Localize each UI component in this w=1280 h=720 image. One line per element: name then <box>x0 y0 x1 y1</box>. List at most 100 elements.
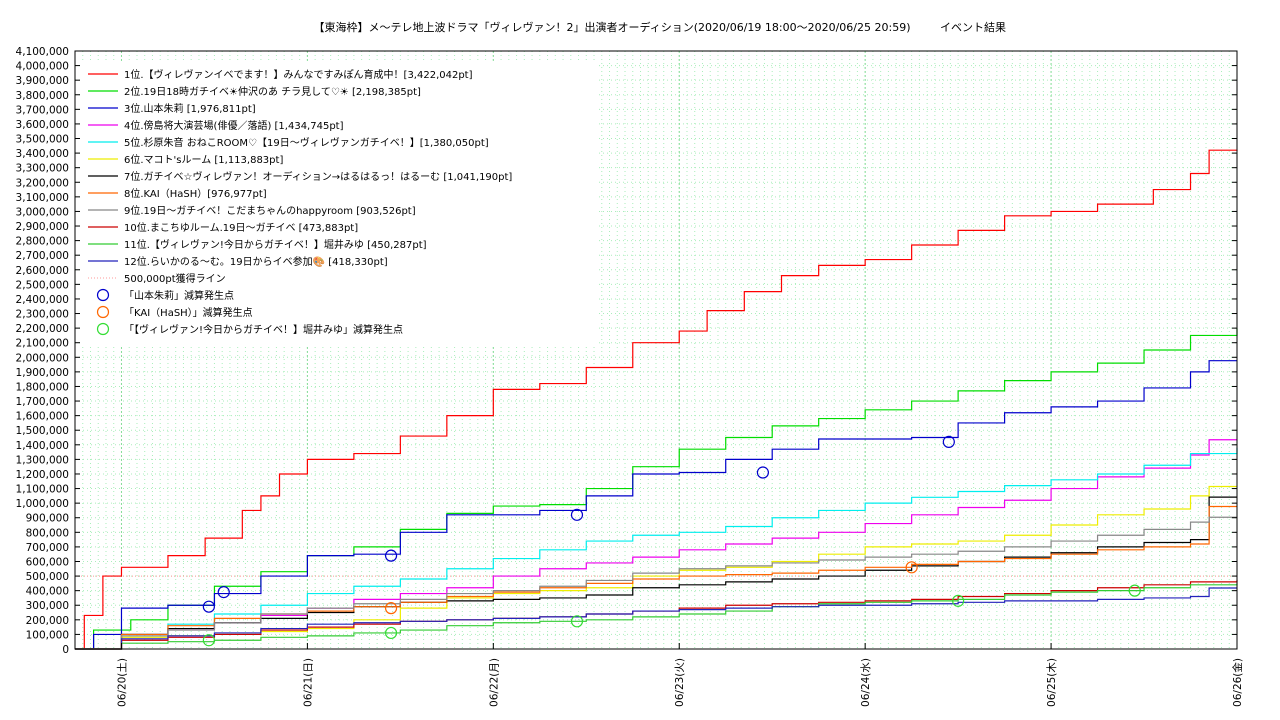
legend-label: 6位.マコト'sルーム [1,113,883pt] <box>124 153 283 166</box>
legend-label: 10位.まこちゆルーム.19日〜ガチイベ [473,883pt] <box>124 221 358 234</box>
x-tick-label: 06/22(月) <box>488 658 500 707</box>
series-line-4 <box>75 439 1237 650</box>
y-tick-label: 2,000,000 <box>16 352 69 364</box>
y-tick-label: 3,100,000 <box>16 192 69 204</box>
y-tick-label: 1,200,000 <box>16 469 69 481</box>
x-tick-label: 06/21(日) <box>302 658 314 707</box>
x-tick-label: 06/26(金) <box>1231 658 1244 707</box>
y-tick-label: 2,400,000 <box>16 294 69 306</box>
legend-label-marker: 「【ヴィレヴァン!今日からガチイベ！】堀井みゆ」減算発生点 <box>124 323 403 336</box>
marker-point-3 <box>1128 584 1141 597</box>
x-tick-label: 06/24(水) <box>860 658 872 707</box>
y-tick-label: 3,000,000 <box>16 206 69 218</box>
legend: 1位.【ヴィレヴァンイベでます！】みんなですみぽん育成中！[3,422,042p… <box>80 63 598 346</box>
series-line-5 <box>75 447 1238 650</box>
y-axis: 0 100,000 200,000 300,000 400,000 500,000 600,… <box>16 46 1237 656</box>
legend-marker <box>96 322 110 336</box>
marker-point-3 <box>384 626 398 640</box>
legend-label: 12位.らいかのる〜む。19日からイベ参加🎨 [418,330pt] <box>124 255 388 268</box>
y-tick-label: 3,600,000 <box>16 119 69 131</box>
marker-point-2 <box>384 602 398 615</box>
x-tick-label: 06/23(火) <box>674 658 686 707</box>
x-axis: 06/20(土) 06/21(日) 06/22(月) 06/23(火) 06/24(水)… <box>115 643 1244 707</box>
legend-label: 5位.杉原朱音 おねこROOM♡【19日〜ヴィレヴァンガチイベ！】[1,380,… <box>124 136 489 149</box>
legend-label-marker: 「KAI（HaSH）」減算発生点 <box>124 306 253 319</box>
legend-label: 3位.山本朱莉 [1,976,811pt] <box>124 102 256 115</box>
legend-label: 11位.【ヴィレヴァン!今日からガチイベ！】堀井みゆ [450,287pt] <box>124 238 427 251</box>
legend-label-reference: 500,000pt獲得ライン <box>124 272 226 285</box>
y-tick-label: 3,900,000 <box>16 75 69 87</box>
y-tick-label: 500,000 <box>26 571 69 583</box>
marker-point-1 <box>217 586 230 599</box>
y-tick-label: 1,400,000 <box>16 440 69 452</box>
legend-label: 7位.ガチイベ☆ヴィレヴァン！オーディション→はるはるっ！はるーむ [1,041… <box>124 170 512 183</box>
y-tick-label: 800,000 <box>26 527 69 539</box>
legend-label: 1位.【ヴィレヴァンイベでます！】みんなですみぽん育成中！[3,422,042p… <box>124 68 473 81</box>
y-tick-label: 2,600,000 <box>16 265 69 277</box>
legend-label-marker: 「山本朱莉」減算発生点 <box>124 289 234 302</box>
y-tick-label: 3,300,000 <box>16 163 69 175</box>
legend-marker <box>96 305 110 319</box>
legend-label: 4位.傍島将大演芸場(俳優／落語) [1,434,745pt] <box>124 119 344 132</box>
series-line-1 <box>75 149 1238 650</box>
y-tick-label: 1,500,000 <box>16 425 69 437</box>
y-tick-label: 1,100,000 <box>16 484 69 496</box>
y-tick-label: 2,900,000 <box>16 221 69 233</box>
y-tick-label: 1,800,000 <box>16 381 69 393</box>
marker-point-1 <box>942 435 955 448</box>
marker-point-3 <box>570 615 584 628</box>
y-tick-label: 4,000,000 <box>16 61 69 73</box>
marker-point-2 <box>905 561 918 574</box>
y-tick-label: 1,300,000 <box>16 454 69 466</box>
legend-label: 2位.19日18時ガチイベ☀仲沢のあ チラ見して♡☀ [2,198,385pt] <box>124 85 421 98</box>
series-line-12 <box>75 587 1237 650</box>
y-tick-label: 300,000 <box>26 600 69 612</box>
y-tick-label: 2,800,000 <box>16 236 69 248</box>
y-tick-label: 700,000 <box>26 542 69 554</box>
marker-layer <box>202 435 1141 647</box>
y-tick-label: 1,600,000 <box>16 411 69 423</box>
marker-point-1 <box>570 508 584 521</box>
y-tick-label: 2,300,000 <box>16 309 69 321</box>
series-layer <box>75 149 1238 650</box>
y-tick-label: 100,000 <box>26 629 69 641</box>
y-tick-label: 2,500,000 <box>16 279 69 291</box>
plot-frame <box>74 50 1238 650</box>
y-tick-label: 1,000,000 <box>16 498 69 510</box>
marker-point-3 <box>202 634 215 647</box>
series-line-7 <box>75 496 1237 650</box>
y-tick-label: 3,400,000 <box>16 148 69 160</box>
series-line-11 <box>75 583 1238 650</box>
chart-subtitle: イベント結果 <box>940 20 1006 34</box>
chart-title: 【東海枠】メ〜テレ地上波ドラマ「ヴィレヴァン！2」出演者オーディション(2020… <box>313 20 910 34</box>
y-tick-label: 2,700,000 <box>16 250 69 262</box>
y-tick-label: 3,500,000 <box>16 134 69 146</box>
series-line-2 <box>75 328 1238 650</box>
y-tick-label: 200,000 <box>26 615 69 627</box>
legend-label: 9位.19日〜ガチイベ！こだまちゃんのhappyroom [903,526pt] <box>124 204 416 217</box>
y-tick-label: 400,000 <box>26 586 69 598</box>
legend-box <box>80 63 598 346</box>
y-tick-label: 0 <box>62 644 69 656</box>
legend-marker <box>96 288 110 302</box>
y-tick-label: 3,200,000 <box>16 177 69 189</box>
x-tick-label: 06/25(木) <box>1046 658 1058 707</box>
y-tick-label: 1,700,000 <box>16 396 69 408</box>
y-tick-label: 3,800,000 <box>16 90 69 102</box>
y-tick-label: 2,200,000 <box>16 323 69 335</box>
marker-point-1 <box>202 600 215 613</box>
y-tick-label: 1,900,000 <box>16 367 69 379</box>
y-tick-label: 2,100,000 <box>16 338 69 350</box>
x-tick-label: 06/20(土) <box>115 658 128 707</box>
y-tick-label: 3,700,000 <box>16 104 69 116</box>
y-tick-label: 900,000 <box>26 513 69 525</box>
y-tick-label: 4,100,000 <box>16 46 69 58</box>
marker-point-1 <box>756 466 770 479</box>
legend-label: 8位.KAI（HaSH）[976,977pt] <box>124 187 267 200</box>
y-tick-label: 600,000 <box>26 556 69 568</box>
marker-point-3 <box>952 594 965 607</box>
series-line-3 <box>75 360 1237 650</box>
marker-point-1 <box>384 549 398 562</box>
series-line-9 <box>75 516 1237 650</box>
